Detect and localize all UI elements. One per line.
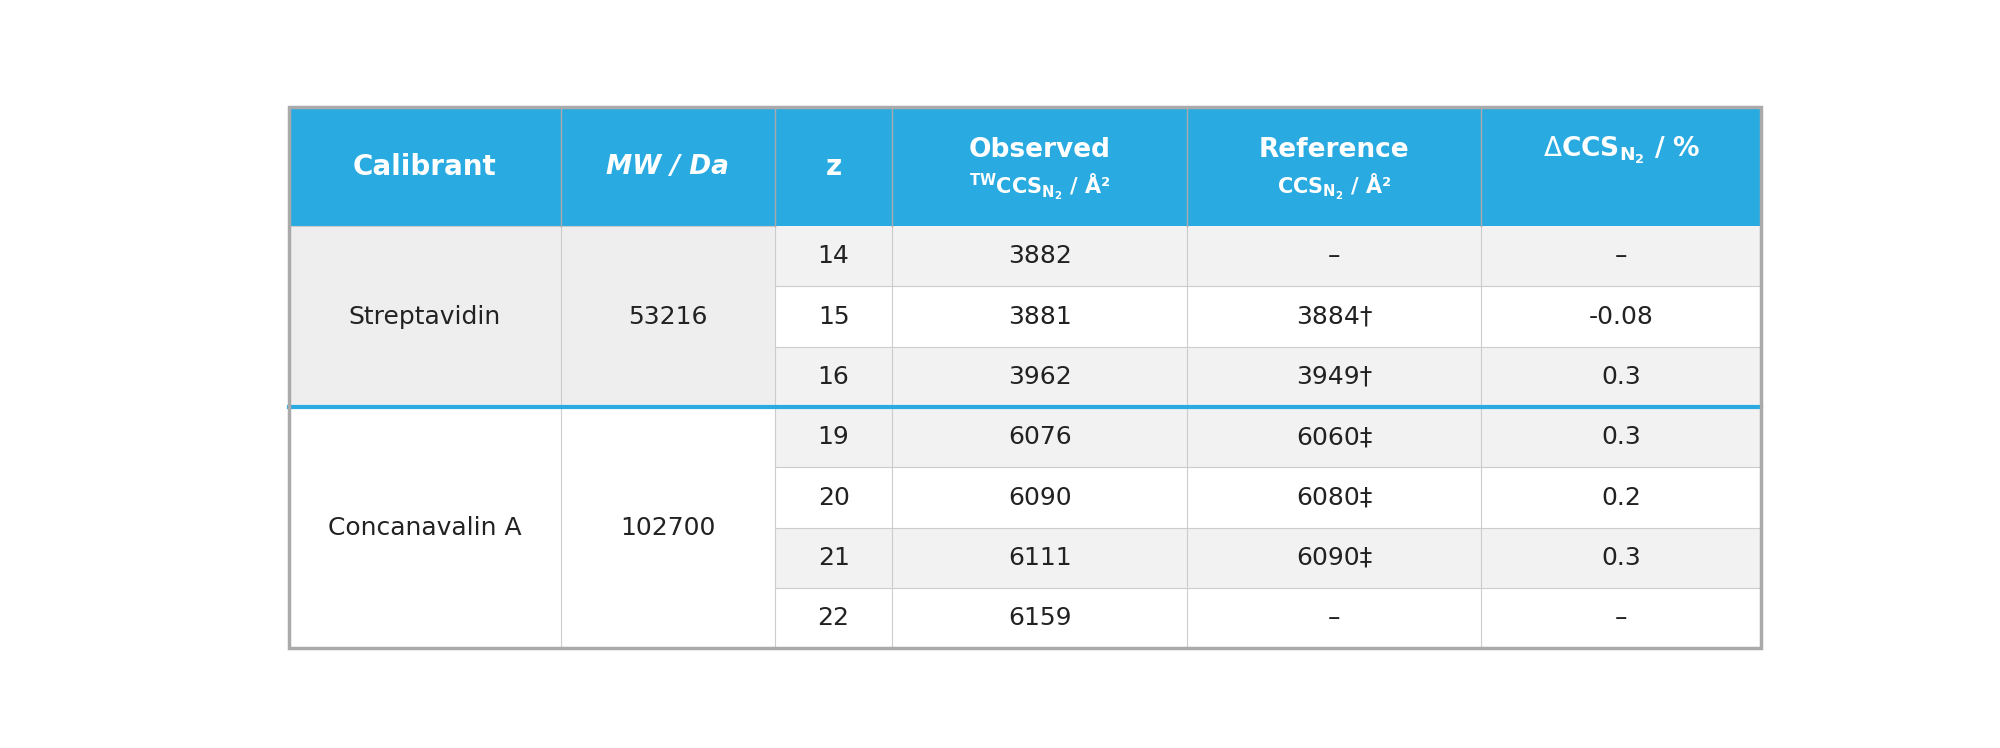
Bar [892, 407, 1186, 468]
Bar [1482, 407, 1762, 468]
Bar [1186, 286, 1482, 347]
Bar [288, 407, 562, 649]
Text: 0.3: 0.3 [1602, 426, 1642, 450]
Bar [1482, 226, 1762, 286]
Text: –: – [1328, 245, 1340, 269]
Text: 3949†: 3949† [1296, 365, 1372, 389]
Text: Streptavidin: Streptavidin [348, 304, 502, 328]
Bar [1186, 226, 1482, 286]
Text: 15: 15 [818, 304, 850, 328]
Bar [892, 468, 1186, 528]
Text: 22: 22 [818, 607, 850, 631]
Text: 0.3: 0.3 [1602, 365, 1642, 389]
Bar [892, 226, 1186, 286]
Text: 53216: 53216 [628, 304, 708, 328]
Text: 6159: 6159 [1008, 607, 1072, 631]
Text: 3882: 3882 [1008, 245, 1072, 269]
Text: 3962: 3962 [1008, 365, 1072, 389]
Bar [1482, 528, 1762, 588]
Bar [774, 226, 892, 286]
Text: –: – [1328, 607, 1340, 631]
Bar [774, 286, 892, 347]
Bar [774, 407, 892, 468]
Bar [1482, 588, 1762, 649]
Text: Calibrant: Calibrant [354, 153, 496, 180]
Bar [288, 107, 1762, 226]
Text: MW / Da: MW / Da [606, 153, 730, 180]
Text: 6060‡: 6060‡ [1296, 426, 1372, 450]
Text: 20: 20 [818, 485, 850, 509]
Bar [774, 347, 892, 407]
Bar [1186, 468, 1482, 528]
Bar [1482, 468, 1762, 528]
Text: 16: 16 [818, 365, 850, 389]
Bar [774, 588, 892, 649]
Text: $^{\mathregular{TW}}$CCS$_{\mathregular{N_2}}$ / Å²: $^{\mathregular{TW}}$CCS$_{\mathregular{… [968, 171, 1110, 202]
Bar [1186, 528, 1482, 588]
Bar [1482, 347, 1762, 407]
Bar [892, 286, 1186, 347]
Text: 14: 14 [818, 245, 850, 269]
Bar [1186, 588, 1482, 649]
Bar [1186, 407, 1482, 468]
Text: 6090‡: 6090‡ [1296, 546, 1372, 570]
Text: 6076: 6076 [1008, 426, 1072, 450]
Bar [1186, 347, 1482, 407]
Text: 102700: 102700 [620, 516, 716, 540]
Text: 21: 21 [818, 546, 850, 570]
Text: $\Delta$CCS$_{\mathregular{N_2}}$ / %: $\Delta$CCS$_{\mathregular{N_2}}$ / % [1542, 134, 1700, 166]
Bar [288, 226, 562, 407]
Text: –: – [1616, 245, 1628, 269]
Text: Observed: Observed [968, 137, 1110, 163]
Bar [774, 528, 892, 588]
Text: 6111: 6111 [1008, 546, 1072, 570]
Text: 0.2: 0.2 [1602, 485, 1642, 509]
Text: 19: 19 [818, 426, 850, 450]
Bar [892, 347, 1186, 407]
Bar [562, 407, 774, 649]
Text: 0.3: 0.3 [1602, 546, 1642, 570]
Text: -0.08: -0.08 [1588, 304, 1654, 328]
Text: –: – [1616, 607, 1628, 631]
Text: 3881: 3881 [1008, 304, 1072, 328]
Text: z: z [826, 153, 842, 180]
Text: 3884†: 3884† [1296, 304, 1372, 328]
Bar [562, 226, 774, 407]
Bar [892, 588, 1186, 649]
Text: 6090: 6090 [1008, 485, 1072, 509]
Bar [892, 528, 1186, 588]
Bar [774, 468, 892, 528]
Text: CCS$_{\mathregular{N_2}}$ / Å²: CCS$_{\mathregular{N_2}}$ / Å² [1276, 172, 1392, 202]
Text: Concanavalin A: Concanavalin A [328, 516, 522, 540]
Text: Reference: Reference [1258, 137, 1410, 163]
Text: 6080‡: 6080‡ [1296, 485, 1372, 509]
Bar [1482, 286, 1762, 347]
